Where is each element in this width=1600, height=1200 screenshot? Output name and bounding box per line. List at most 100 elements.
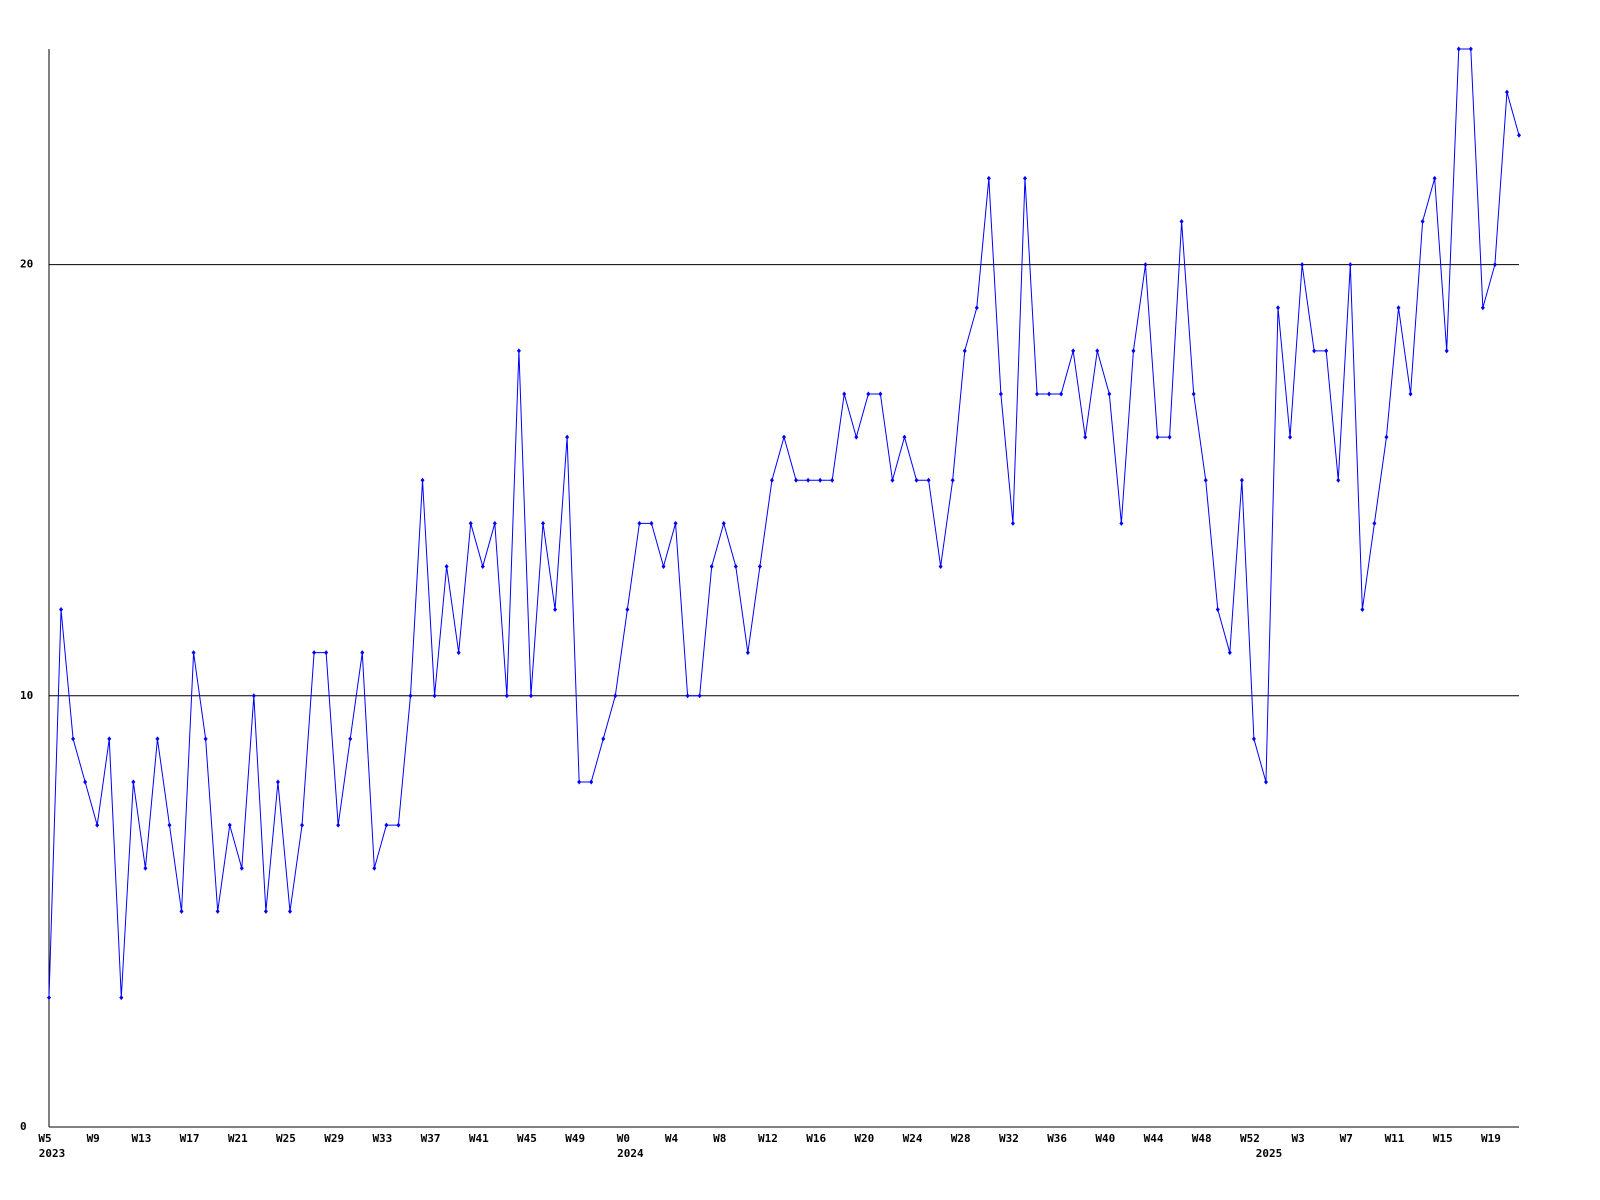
x-tick-label: W12 <box>758 1132 778 1145</box>
data-point <box>986 175 991 181</box>
data-point <box>854 434 859 440</box>
data-point <box>721 520 726 526</box>
data-point <box>360 650 365 656</box>
x-tick-label: W24 <box>903 1132 923 1145</box>
data-point <box>745 650 750 656</box>
data-point <box>468 520 473 526</box>
data-point <box>625 607 630 613</box>
x-tick-label: W49 <box>565 1132 585 1145</box>
data-point <box>420 477 425 483</box>
data-point <box>1276 305 1281 311</box>
data-point <box>830 477 835 483</box>
data-point <box>649 520 654 526</box>
data-point <box>938 563 943 569</box>
data-point <box>1408 391 1413 397</box>
x-tick-label: W40 <box>1095 1132 1115 1145</box>
data-point <box>1372 520 1377 526</box>
x-tick-label: W4 <box>665 1132 679 1145</box>
x-tick-label: W21 <box>228 1132 248 1145</box>
data-point <box>589 779 594 785</box>
data-point <box>1348 262 1353 268</box>
data-point <box>1083 434 1088 440</box>
data-point <box>324 650 329 656</box>
data-point <box>1420 218 1425 224</box>
x-tick-label: W28 <box>951 1132 971 1145</box>
data-point <box>782 434 786 440</box>
data-point <box>890 477 895 483</box>
data-point <box>902 434 907 440</box>
x-tick-label: W37 <box>421 1132 441 1145</box>
data-point <box>794 477 799 483</box>
data-point <box>528 693 533 699</box>
data-point <box>673 520 678 526</box>
data-point <box>1324 348 1329 354</box>
data-point <box>372 865 377 871</box>
data-point <box>1288 434 1293 440</box>
x-tick-label: W45 <box>517 1132 537 1145</box>
x-tick-label: W9 <box>87 1132 100 1145</box>
x-tick-label: W32 <box>999 1132 1019 1145</box>
data-point <box>757 563 762 569</box>
data-point <box>962 348 967 354</box>
x-tick-label: W36 <box>1047 1132 1067 1145</box>
data-point <box>878 391 883 397</box>
data-point <box>1131 348 1136 354</box>
x-tick-label: W52 <box>1240 1132 1260 1145</box>
data-point <box>1492 262 1497 268</box>
year-label: 2024 <box>617 1147 644 1160</box>
data-point <box>733 563 738 569</box>
x-tick-label: W20 <box>854 1132 874 1145</box>
data-point <box>1336 477 1341 483</box>
data-point <box>1047 391 1052 397</box>
data-point <box>336 822 341 828</box>
data-point <box>71 736 76 742</box>
data-point <box>1022 175 1027 181</box>
data-point <box>179 908 184 914</box>
year-label: 2023 <box>39 1147 66 1160</box>
data-point <box>1107 391 1112 397</box>
data-point <box>565 434 570 440</box>
data-point <box>1143 262 1148 268</box>
data-point <box>191 650 196 656</box>
data-point <box>1251 736 1256 742</box>
data-point <box>709 563 714 569</box>
data-point <box>83 779 88 785</box>
y-tick-label: 10 <box>20 689 33 702</box>
data-point <box>300 822 305 828</box>
x-tick-label: W48 <box>1192 1132 1212 1145</box>
x-tick-label: W29 <box>324 1132 344 1145</box>
data-point <box>926 477 931 483</box>
data-point <box>1059 391 1064 397</box>
data-point <box>143 865 148 871</box>
data-point <box>1360 607 1365 613</box>
data-point <box>1384 434 1389 440</box>
data-point <box>866 391 871 397</box>
data-point <box>1167 434 1172 440</box>
x-tick-label: W19 <box>1481 1132 1501 1145</box>
data-point <box>480 563 485 569</box>
data-point <box>1312 348 1317 354</box>
data-point <box>1035 391 1040 397</box>
data-point <box>504 693 509 699</box>
x-tick-label: W16 <box>806 1132 826 1145</box>
data-point <box>998 391 1003 397</box>
data-point <box>1119 520 1124 526</box>
data-point <box>155 736 160 742</box>
data-point <box>59 607 64 613</box>
data-point <box>1239 477 1244 483</box>
x-tick-label: W0 <box>617 1132 630 1145</box>
data-point <box>577 779 582 785</box>
data-point <box>492 520 497 526</box>
data-point <box>444 563 449 569</box>
data-point <box>1071 348 1076 354</box>
data-point <box>456 650 461 656</box>
data-point <box>914 477 919 483</box>
data-point <box>516 348 521 354</box>
data-point <box>806 477 811 483</box>
data-point <box>769 477 774 483</box>
data-point <box>1215 607 1220 613</box>
data-point <box>842 391 847 397</box>
data-point <box>312 650 317 656</box>
data-point <box>1504 89 1509 95</box>
